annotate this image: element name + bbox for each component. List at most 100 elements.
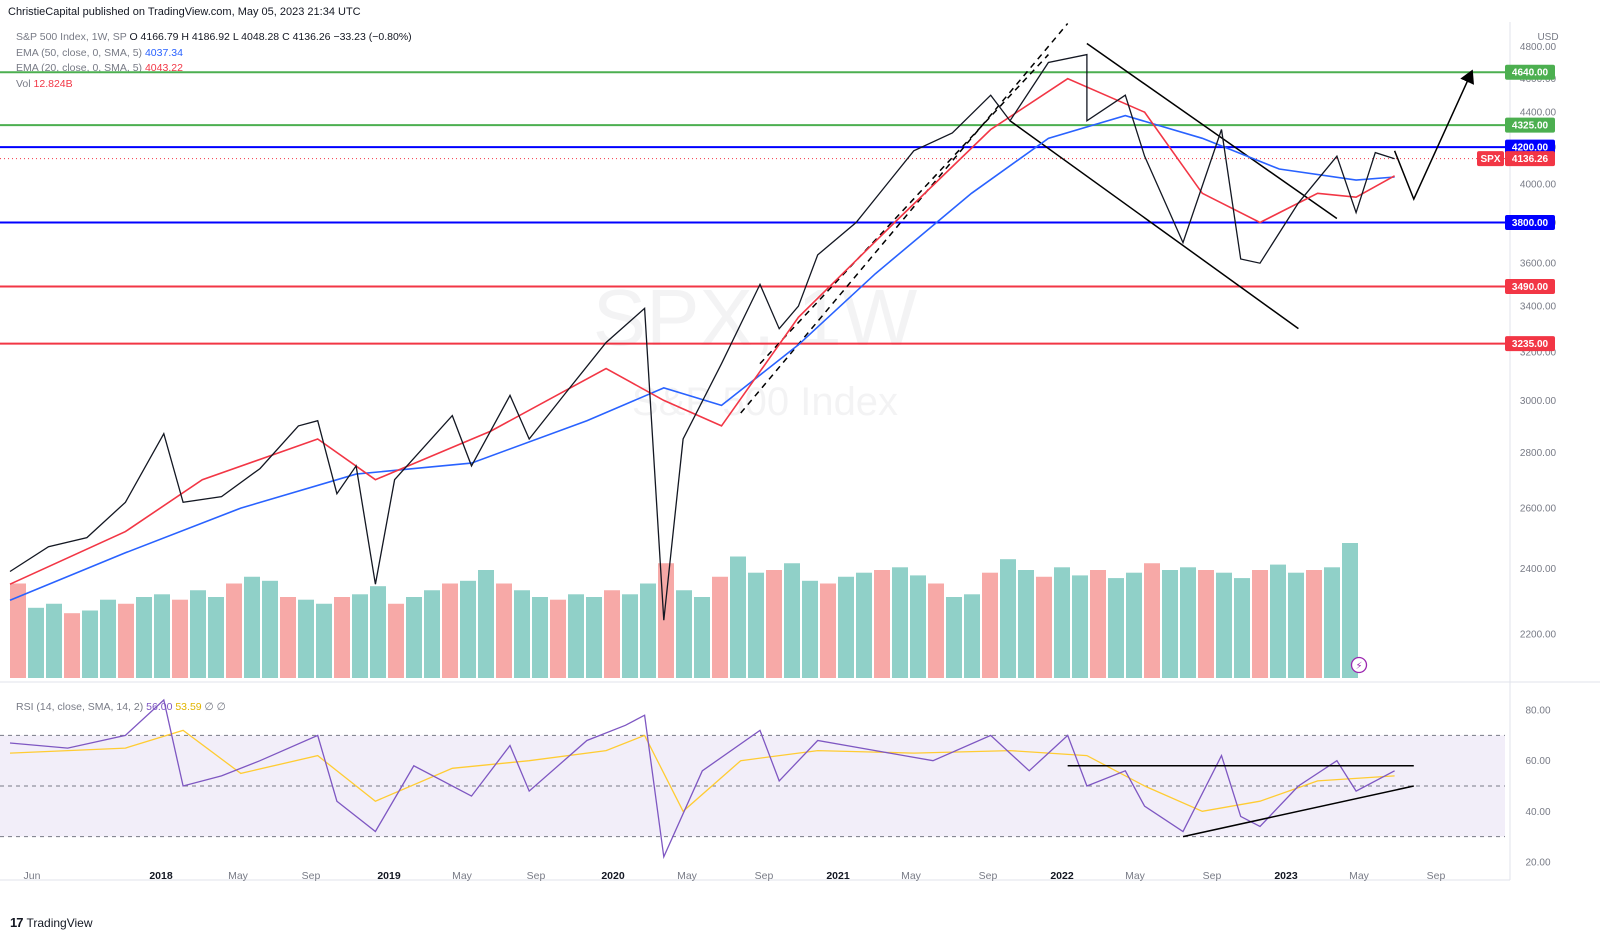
volume-bar [118,603,134,678]
price-tick-label: 4800.00 [1520,42,1557,53]
rsi-extra-1: ∅ [204,701,214,713]
volume-bar [100,599,116,678]
footer: 17 TradingView [10,915,93,930]
level-price-labels: 4640.00 4325.00 4200.00 3800.00 3490.00 3235.… [1505,64,1555,352]
level-label: 4640.00 [1512,68,1549,79]
level-label-box [1505,117,1555,133]
level-label-box [1505,64,1555,80]
volume-bar [226,583,242,678]
time-axis-label: May [452,870,473,882]
volume-bar [622,594,638,678]
tradingview-logo: 17 [10,915,24,930]
volume-bar [172,599,188,678]
time-axis-label: May [677,870,698,882]
volume-bar [1144,563,1160,678]
volume-bar [982,572,998,678]
ema50-label[interactable]: EMA (50, close, 0, SMA, 5) [16,46,143,59]
rsi-tick-label: 20.00 [1525,857,1550,868]
time-axis-label: Sep [979,870,998,882]
level-label-box [1505,139,1555,155]
volume-bar [820,583,836,678]
time-axis-label: May [1349,870,1370,882]
volume-bar [946,597,962,678]
volume-bar [910,575,926,678]
footer-brand: TradingView [26,915,93,930]
rsi-extra-2: ∅ [216,701,226,713]
time-axis-label: 2020 [601,870,625,882]
volume-bar [208,597,224,678]
last-price-symbol-box [1477,151,1504,167]
volume-bar [712,576,728,678]
projection-path[interactable] [1393,69,1474,202]
rsi-ticks: 20.00 40.00 60.00 80.00 [1525,706,1550,869]
rsi-sma-line[interactable] [9,729,1395,813]
volume-value: 12.824B [33,77,73,90]
time-axis-label: May [228,870,249,882]
volume-bar [1324,567,1340,678]
lightning-icon[interactable] [1350,656,1368,674]
time-axis-label: Sep [755,870,774,882]
volume-label[interactable]: Vol [16,77,31,90]
price-tick-label: 2400.00 [1520,564,1557,575]
volume-bar [1126,572,1142,678]
volume-bar [1000,559,1016,678]
volume-bar [676,590,692,678]
ema50-line[interactable] [9,114,1395,602]
trendlines[interactable] [740,23,1338,414]
volume-bar [1180,567,1196,678]
time-axis-label: 2021 [826,870,850,882]
level-label: 3800.00 [1512,218,1549,229]
watermark-name: S&P 500 Index [632,380,898,424]
volume-bar [154,594,170,678]
volume-bar [298,599,314,678]
volume-bar [496,583,512,678]
time-axis-label: Sep [1203,870,1222,882]
ohlc-high: H 4186.92 [181,31,230,43]
rsi-label[interactable]: RSI (14, close, SMA, 14, 2) [16,701,144,713]
price-tick-label: 2200.00 [1520,629,1557,640]
last-price-box [1505,151,1555,167]
time-axis-label: Sep [1427,870,1446,882]
ohlc-change: −33.23 (−0.80%) [333,31,412,43]
volume-bar [1072,575,1088,678]
price-line[interactable] [9,53,1395,621]
rsi-tick-label: 80.00 [1525,706,1550,717]
ohlc-open: O 4166.79 [129,31,179,43]
ema20-line[interactable] [9,77,1395,585]
volume-bar [478,570,494,678]
volume-bar [424,590,440,678]
time-axis-label: Sep [527,870,546,882]
volume-bar [874,570,890,678]
trendline [740,23,1069,414]
volume-bar [550,599,566,678]
ema20-value: 4043.22 [144,62,183,74]
publisher-line: ChristieCapital published on TradingView… [8,6,361,18]
volume-bar [64,613,80,678]
volume-bar [802,580,818,678]
symbol-label[interactable]: S&P 500 Index, 1W, SP [16,31,127,43]
volume-bar [10,583,26,678]
volume-bar [262,580,278,678]
volume-bar [766,570,782,678]
rsi-line[interactable] [9,698,1395,860]
last-price-tag: SPX 4136.26 [1477,151,1555,167]
level-label-box [1505,279,1555,295]
volume-bar [1288,572,1304,678]
rsi-tick-label: 40.00 [1525,807,1550,818]
rsi-value: 56.00 [146,701,173,713]
volume-bar [568,594,584,678]
volume-bar [856,572,872,678]
time-axis-label: 2019 [377,870,401,882]
rsi-trendlines[interactable] [1067,765,1414,838]
volume-bar [586,597,602,678]
price-tick-label: 3400.00 [1520,302,1557,313]
ohlc-close: C 4136.26 [282,31,331,43]
volume-bar [334,597,350,678]
volume-bar [604,590,620,678]
trendline [759,54,1049,365]
price-tick-label: 3600.00 [1520,259,1557,270]
price-tick-label: 4000.00 [1520,179,1557,190]
ema20-label[interactable]: EMA (20, close, 0, SMA, 5) [16,62,143,74]
volume-bar [28,607,44,678]
